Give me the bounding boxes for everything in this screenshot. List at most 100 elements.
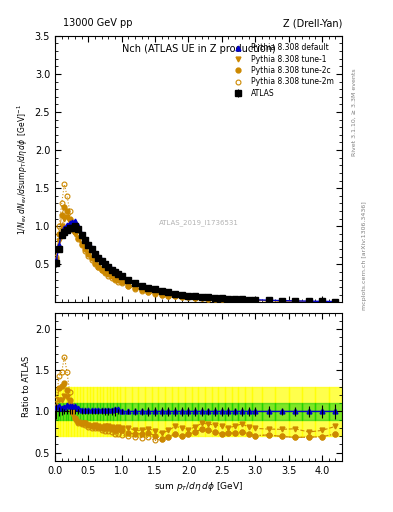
Pythia 8.308 tune-2c [89, 255, 94, 261]
Pythia 8.308 tune-2m [79, 242, 84, 248]
Pythia 8.308 tune-1 [166, 292, 171, 298]
Pythia 8.308 default [193, 293, 198, 300]
Pythia 8.308 default [140, 283, 144, 289]
Pythia 8.308 tune-1 [266, 297, 271, 304]
Pythia 8.308 tune-2c [79, 242, 84, 248]
Pythia 8.308 tune-1 [246, 297, 251, 303]
Pythia 8.308 tune-1 [65, 214, 70, 220]
Pythia 8.308 tune-2m [153, 291, 158, 297]
Text: 13000 GeV pp: 13000 GeV pp [63, 18, 132, 28]
Pythia 8.308 tune-1 [173, 292, 178, 298]
Pythia 8.308 tune-2c [67, 216, 72, 222]
Pythia 8.308 tune-2m [119, 280, 124, 286]
Pythia 8.308 default [219, 295, 224, 301]
Pythia 8.308 default [153, 286, 158, 292]
Text: ATLAS_2019_I1736531: ATLAS_2019_I1736531 [158, 219, 239, 226]
Pythia 8.308 tune-2m [83, 247, 87, 253]
Legend: Pythia 8.308 default, Pythia 8.308 tune-1, Pythia 8.308 tune-2c, Pythia 8.308 tu: Pythia 8.308 default, Pythia 8.308 tune-… [225, 39, 338, 101]
Pythia 8.308 default [59, 229, 64, 236]
Pythia 8.308 tune-2m [116, 279, 121, 285]
Pythia 8.308 tune-2c [333, 298, 338, 305]
Pythia 8.308 tune-2c [246, 297, 251, 304]
Pythia 8.308 tune-1 [160, 291, 164, 297]
Pythia 8.308 default [279, 297, 284, 304]
Pythia 8.308 tune-1 [59, 223, 64, 229]
Pythia 8.308 tune-1 [193, 294, 198, 301]
Pythia 8.308 default [320, 298, 324, 305]
Pythia 8.308 tune-2m [160, 292, 164, 298]
Pythia 8.308 tune-2c [146, 289, 151, 295]
Pythia 8.308 tune-2m [96, 264, 101, 270]
Pythia 8.308 tune-2c [59, 212, 64, 218]
Pythia 8.308 default [73, 218, 77, 224]
Line: Pythia 8.308 tune-1: Pythia 8.308 tune-1 [54, 215, 338, 304]
Pythia 8.308 tune-1 [106, 270, 111, 276]
Pythia 8.308 tune-2c [113, 275, 118, 282]
Pythia 8.308 default [67, 220, 72, 226]
Pythia 8.308 tune-2c [199, 295, 204, 301]
Pythia 8.308 tune-2m [333, 298, 338, 305]
Pythia 8.308 tune-1 [73, 231, 77, 237]
Pythia 8.308 tune-2m [173, 293, 178, 300]
Pythia 8.308 tune-2c [93, 260, 97, 266]
Text: Nch (ATLAS UE in Z production): Nch (ATLAS UE in Z production) [121, 44, 275, 54]
Pythia 8.308 default [113, 268, 118, 274]
Pythia 8.308 default [106, 264, 111, 270]
Pythia 8.308 tune-2c [320, 298, 324, 305]
Pythia 8.308 default [99, 258, 104, 264]
Pythia 8.308 tune-2m [126, 283, 131, 289]
Pythia 8.308 default [62, 225, 67, 231]
Line: Pythia 8.308 default: Pythia 8.308 default [54, 219, 338, 304]
Y-axis label: $1/N_{\rm ev}\; dN_{\rm ev}/d{\rm sum}\, p_T/d\eta\, d\phi\;\; [\rm GeV]^{-1}$: $1/N_{\rm ev}\; dN_{\rm ev}/d{\rm sum}\,… [16, 103, 31, 234]
Pythia 8.308 tune-2m [146, 289, 151, 295]
Pythia 8.308 tune-2m [76, 236, 81, 242]
Pythia 8.308 tune-1 [116, 276, 121, 283]
Pythia 8.308 tune-2m [180, 294, 184, 300]
Pythia 8.308 default [57, 242, 61, 248]
Pythia 8.308 default [109, 266, 114, 272]
Pythia 8.308 tune-2c [180, 294, 184, 300]
Pythia 8.308 tune-1 [109, 273, 114, 279]
Pythia 8.308 default [126, 276, 131, 283]
Pythia 8.308 tune-2c [293, 298, 298, 305]
Pythia 8.308 tune-2m [219, 296, 224, 303]
Pythia 8.308 default [54, 258, 59, 264]
Pythia 8.308 tune-2c [54, 258, 59, 264]
Pythia 8.308 tune-2c [153, 290, 158, 296]
Pythia 8.308 default [89, 245, 94, 251]
Pythia 8.308 default [86, 242, 91, 248]
Pythia 8.308 tune-2c [106, 271, 111, 278]
Pythia 8.308 default [103, 261, 107, 267]
Pythia 8.308 tune-1 [253, 297, 257, 304]
Pythia 8.308 tune-2m [106, 273, 111, 279]
Pythia 8.308 tune-2c [213, 296, 217, 302]
Pythia 8.308 tune-1 [89, 255, 94, 261]
Pythia 8.308 tune-1 [239, 297, 244, 303]
Pythia 8.308 tune-2c [96, 264, 101, 270]
Pythia 8.308 tune-1 [70, 227, 75, 233]
Pythia 8.308 tune-1 [186, 294, 191, 300]
Pythia 8.308 tune-2c [62, 204, 67, 210]
Text: mcplots.cern.ch [arXiv:1306.3436]: mcplots.cern.ch [arXiv:1306.3436] [362, 202, 367, 310]
Pythia 8.308 tune-1 [219, 296, 224, 302]
Pythia 8.308 tune-2m [89, 257, 94, 263]
Pythia 8.308 tune-2c [279, 298, 284, 304]
Pythia 8.308 tune-2m [206, 295, 211, 302]
Pythia 8.308 tune-1 [99, 266, 104, 272]
Pythia 8.308 tune-1 [83, 246, 87, 252]
Pythia 8.308 default [266, 297, 271, 303]
Pythia 8.308 tune-2c [57, 231, 61, 237]
Pythia 8.308 tune-2c [173, 293, 178, 300]
Pythia 8.308 tune-1 [86, 251, 91, 258]
Pythia 8.308 tune-2c [99, 267, 104, 273]
Pythia 8.308 default [119, 273, 124, 279]
Pythia 8.308 tune-1 [333, 298, 338, 305]
Pythia 8.308 tune-1 [153, 289, 158, 295]
Pythia 8.308 default [93, 250, 97, 257]
Pythia 8.308 tune-1 [103, 268, 107, 274]
Pythia 8.308 tune-1 [133, 284, 138, 290]
Pythia 8.308 tune-2m [57, 223, 61, 229]
Pythia 8.308 tune-2m [253, 297, 257, 304]
Pythia 8.308 tune-1 [113, 275, 118, 281]
Pythia 8.308 tune-2m [166, 292, 171, 298]
